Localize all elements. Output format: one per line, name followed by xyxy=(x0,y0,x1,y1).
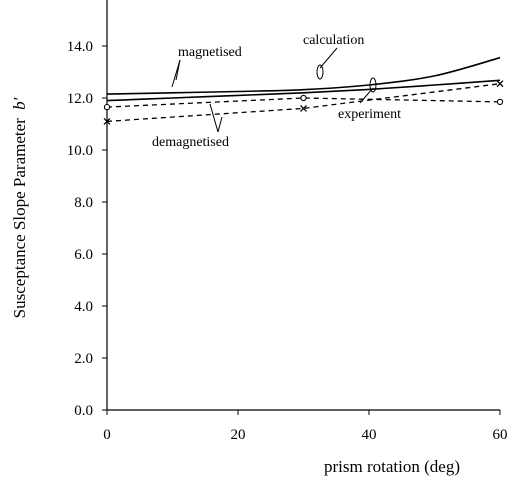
x-tick-label: 20 xyxy=(231,427,246,443)
annotation-demagnetised: demagnetised xyxy=(152,135,229,150)
leader-magnetised-lower xyxy=(171,59,181,88)
leader-calculation xyxy=(319,47,338,69)
axes xyxy=(106,0,500,411)
annotation-calculation: calculation xyxy=(303,33,364,48)
leader-demagnetised-lower xyxy=(217,116,223,133)
x-axis-title: prism rotation (deg) xyxy=(324,457,460,476)
y-axis-title: Susceptance Slope Parameter b′ xyxy=(10,97,29,318)
ellipse-calculation xyxy=(316,64,324,80)
ellipse-experiment xyxy=(369,77,377,93)
x-tick-label: 60 xyxy=(493,427,508,443)
data-point-cross xyxy=(103,117,111,125)
series xyxy=(103,56,504,125)
leader-demagnetised-upper xyxy=(209,103,219,133)
data-point-cross xyxy=(300,104,307,112)
ticks: 0.0 2.0 4.0 6.0 8.0 10.0 12.0 14.0 0 20 40 60 xyxy=(67,39,508,443)
y-tick-label: 12.0 xyxy=(67,91,93,107)
y-axis-title-symbol: b′ xyxy=(10,97,29,110)
y-tick-label: 14.0 xyxy=(67,39,93,55)
data-point-circle xyxy=(300,94,307,102)
x-tick-label: 0 xyxy=(103,427,111,443)
y-axis-title-text: Susceptance Slope Parameter xyxy=(10,118,29,318)
series-line-0 xyxy=(106,56,501,95)
y-tick-label: 8.0 xyxy=(74,195,93,211)
x-tick-label: 40 xyxy=(362,427,377,443)
data-point-circle xyxy=(496,98,504,106)
y-tick-label: 6.0 xyxy=(74,247,93,263)
y-tick-label: 0.0 xyxy=(74,403,93,419)
y-tick-label: 4.0 xyxy=(74,299,93,315)
annotation-magnetised: magnetised xyxy=(178,45,242,60)
series-line-2 xyxy=(106,97,501,108)
annotation-marks xyxy=(171,47,377,133)
data-point-cross xyxy=(496,80,504,88)
series-line-1 xyxy=(106,79,501,102)
data-point-circle xyxy=(103,103,111,111)
y-tick-label: 10.0 xyxy=(67,143,93,159)
y-tick-label: 2.0 xyxy=(74,351,93,367)
series-line-3 xyxy=(106,83,501,123)
annotation-experiment: experiment xyxy=(338,107,401,122)
